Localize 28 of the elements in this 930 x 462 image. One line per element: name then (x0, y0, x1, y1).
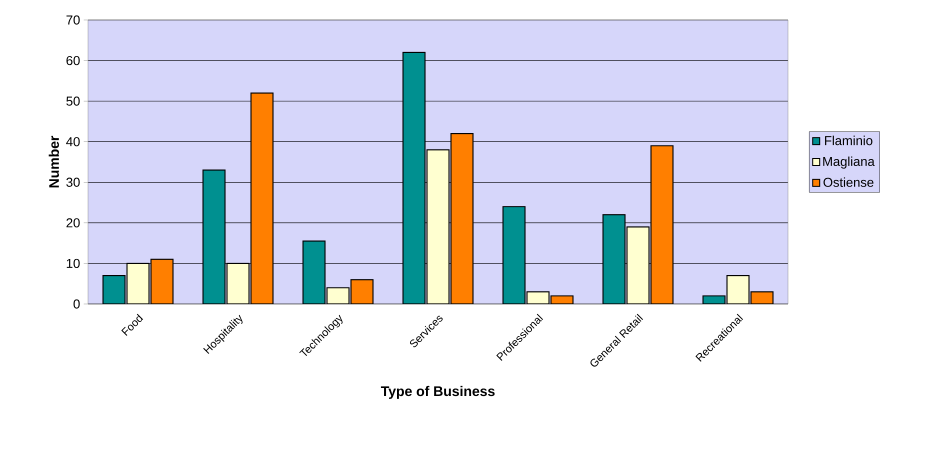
y-tick-label: 60 (66, 56, 80, 66)
bar (350, 279, 374, 304)
bar (302, 240, 326, 304)
bar (726, 275, 750, 304)
bar (202, 170, 226, 304)
bar (602, 214, 626, 304)
y-tick-label: 70 (66, 15, 80, 25)
legend-label: Flaminio (825, 136, 872, 146)
bar (450, 133, 474, 304)
bar (103, 276, 126, 304)
y-tick-label: 40 (66, 137, 80, 146)
bar (402, 52, 426, 304)
y-tick-label: 10 (66, 258, 80, 268)
y-tick-label: 0 (74, 299, 80, 309)
x-axis-title: Type of Business (380, 386, 495, 399)
bar (250, 92, 274, 304)
bar (502, 206, 526, 304)
y-tick-label: 50 (66, 96, 80, 106)
bar (626, 226, 650, 304)
legend-label: Ostiense (824, 177, 874, 187)
bar (650, 145, 674, 304)
bar (127, 263, 150, 304)
y-axis-title: Number (48, 136, 59, 188)
legend-label: Magliana (823, 156, 875, 169)
bar (226, 262, 250, 304)
y-tick-label: 30 (66, 178, 80, 187)
bar (426, 149, 450, 304)
y-tick-label: 20 (66, 218, 80, 228)
